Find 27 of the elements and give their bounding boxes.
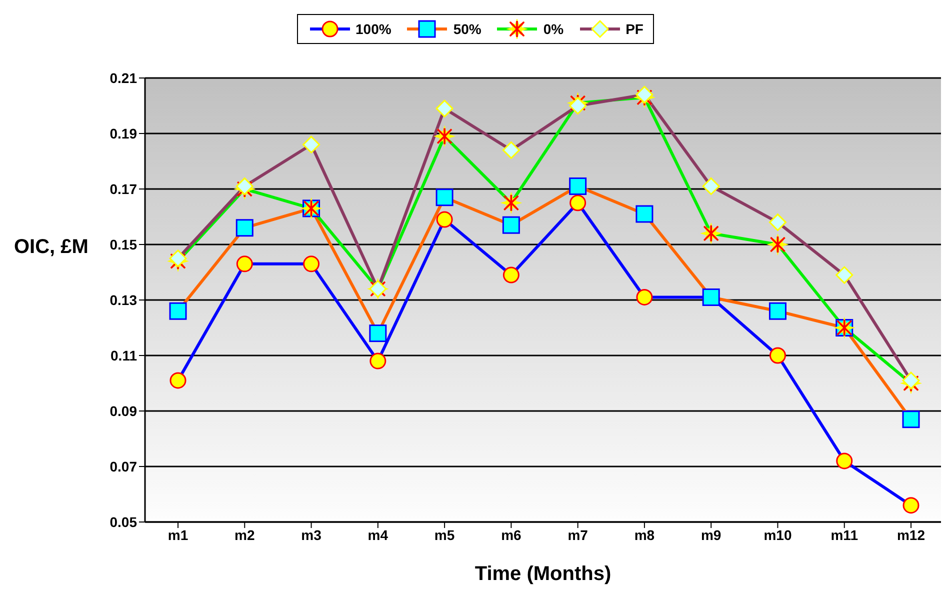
legend-label: PF (626, 21, 644, 37)
y-tick-label: 0.21 (110, 70, 138, 86)
y-tick-label: 0.07 (110, 458, 138, 474)
x-tick-label: m5 (434, 526, 455, 543)
x-tick-label: m11 (830, 526, 858, 543)
x-tick-label: m10 (764, 526, 792, 543)
x-tick-label: m3 (301, 526, 322, 543)
legend-label: 100% (356, 21, 392, 37)
y-tick-label: 0.19 (110, 125, 138, 142)
y-tick-label: 0.17 (110, 180, 138, 197)
x-tick-label: m1 (168, 526, 188, 543)
x-tick-label: m2 (234, 526, 255, 543)
y-tick-label: 0.15 (110, 236, 138, 252)
y-tick-label: 0.11 (110, 347, 138, 364)
legend-label: 50% (453, 21, 482, 37)
y-tick-label: 0.13 (110, 292, 138, 308)
x-tick-label: m6 (501, 526, 522, 543)
x-tick-label: m8 (634, 526, 655, 543)
x-tick-label: m9 (700, 526, 722, 543)
x-axis-title: Time (Months) (474, 563, 612, 585)
y-tick-label: 0.05 (110, 514, 138, 530)
x-tick-label: m4 (368, 526, 388, 543)
x-tick-label: m7 (568, 526, 588, 543)
y-axis-title: OIC, £M (14, 236, 88, 259)
y-tick-label: 0.09 (110, 402, 138, 419)
x-tick-label: m12 (896, 526, 926, 543)
legend-label: 0% (543, 21, 564, 37)
